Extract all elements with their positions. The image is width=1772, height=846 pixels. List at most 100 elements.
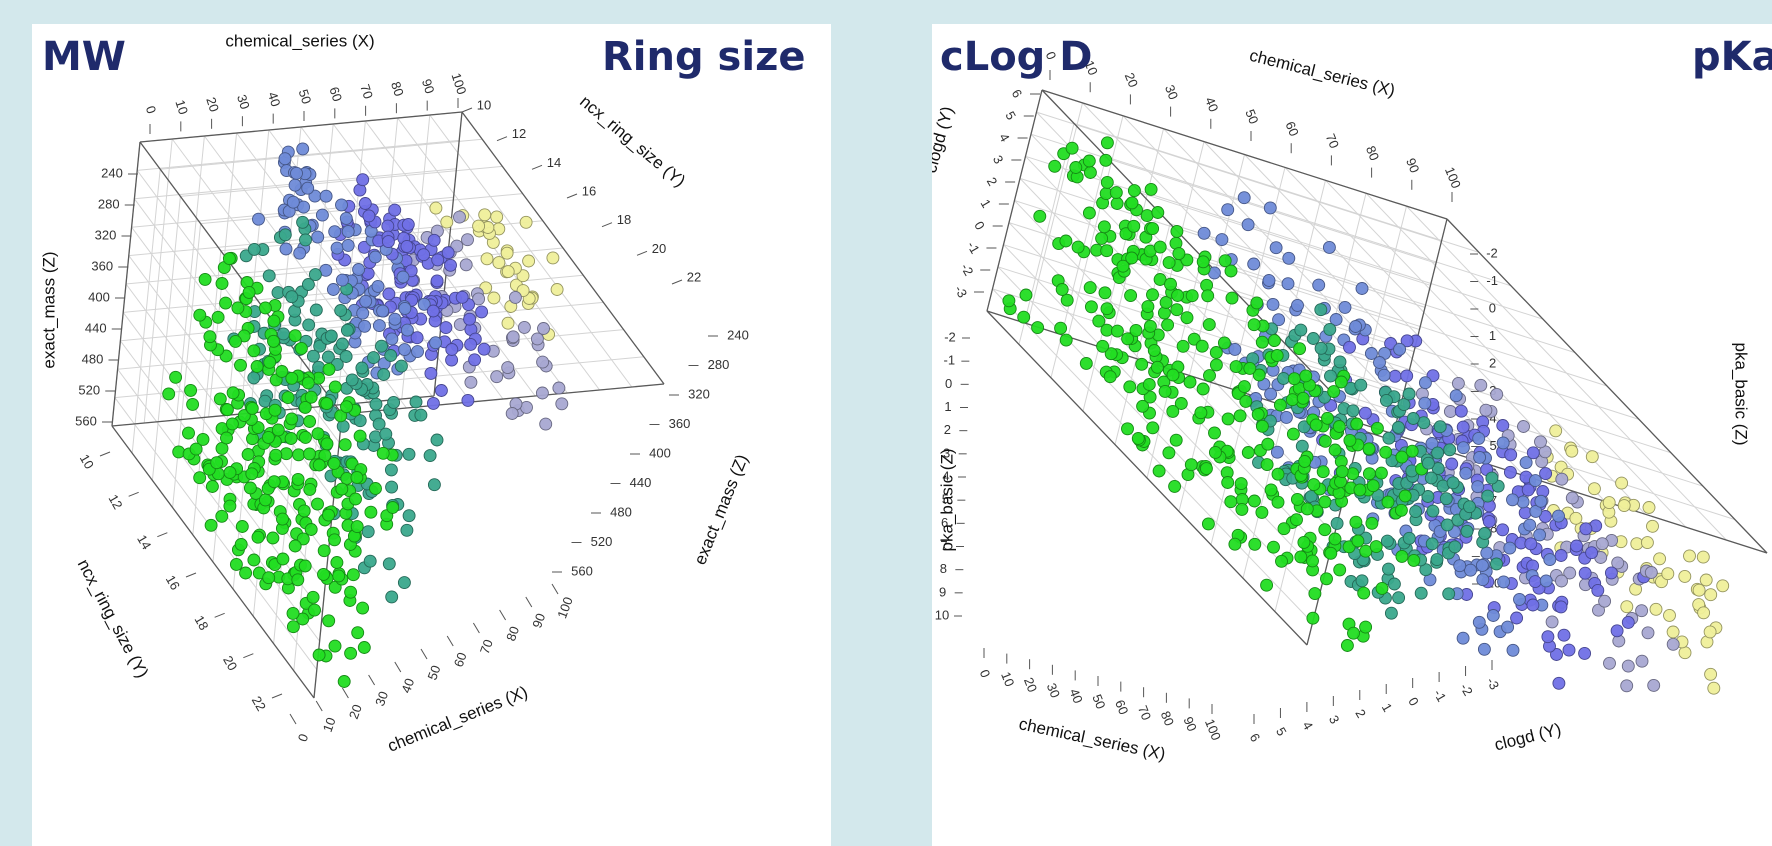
data-point xyxy=(1380,534,1394,548)
data-point xyxy=(424,366,438,380)
data-point xyxy=(1534,494,1548,508)
tick-label-x: 0 xyxy=(977,667,994,679)
data-point xyxy=(1059,234,1073,248)
data-point xyxy=(1562,643,1576,657)
data-point xyxy=(247,344,261,358)
tick-label-y: -2 xyxy=(1457,681,1476,699)
data-point xyxy=(1172,247,1186,261)
grid-line xyxy=(1365,192,1687,528)
data-point xyxy=(358,319,372,333)
tick-label-y: 20 xyxy=(652,241,666,256)
tick-label-x: 70 xyxy=(1135,703,1154,722)
tick-label-y: 0 xyxy=(1405,695,1422,709)
data-point xyxy=(1481,489,1495,503)
data-point xyxy=(1208,445,1222,459)
data-point xyxy=(1716,579,1730,593)
data-point xyxy=(1247,318,1261,332)
grid-line xyxy=(1406,205,1727,541)
data-point xyxy=(234,537,248,551)
grid-line xyxy=(1284,167,1606,502)
data-point xyxy=(552,381,566,395)
tick-label-z: 280 xyxy=(708,357,730,372)
data-point xyxy=(1442,587,1456,601)
data-point xyxy=(1129,323,1143,337)
data-point xyxy=(313,339,327,353)
tick-label-z: 240 xyxy=(101,165,123,180)
data-point xyxy=(298,400,312,414)
data-point xyxy=(1055,283,1069,296)
data-point xyxy=(1174,397,1188,410)
data-point xyxy=(279,242,293,256)
data-point xyxy=(339,211,353,225)
data-point xyxy=(1379,445,1393,459)
data-point xyxy=(385,480,399,494)
grid-line xyxy=(992,288,1313,624)
data-point xyxy=(1142,378,1156,391)
grid-line xyxy=(1014,200,1420,330)
data-point xyxy=(1146,288,1159,302)
data-point xyxy=(1516,495,1530,509)
data-point xyxy=(296,612,310,626)
data-point xyxy=(357,240,371,254)
data-point xyxy=(1513,592,1526,606)
data-point xyxy=(279,447,293,461)
data-point xyxy=(1199,462,1213,476)
data-point xyxy=(1563,566,1577,580)
data-point xyxy=(367,351,380,365)
data-point xyxy=(1406,412,1420,425)
data-point xyxy=(1382,431,1396,445)
data-point xyxy=(339,350,353,363)
data-point xyxy=(1217,336,1231,350)
data-point xyxy=(1528,575,1542,589)
data-point xyxy=(1591,583,1605,597)
data-point xyxy=(1100,302,1114,316)
data-point xyxy=(1354,378,1368,392)
data-point xyxy=(1490,387,1504,401)
data-point xyxy=(1293,342,1307,356)
data-point xyxy=(196,432,210,446)
data-point xyxy=(1343,340,1356,354)
data-point xyxy=(344,646,358,660)
data-point xyxy=(1334,375,1348,389)
data-point xyxy=(1146,222,1160,236)
data-point xyxy=(1526,598,1540,612)
data-point xyxy=(426,304,440,318)
data-point xyxy=(396,270,410,284)
data-point xyxy=(330,556,344,569)
data-point xyxy=(285,290,299,304)
data-point xyxy=(324,329,338,343)
clogd-pka-panel: cLog D pKa 0 10 20 30 40 50 60 70 80 90 100 chemica… xyxy=(932,24,1772,846)
data-point xyxy=(1267,540,1280,554)
tick-label-x: 20 xyxy=(203,95,222,113)
data-point xyxy=(301,376,315,390)
data-point xyxy=(501,265,515,279)
data-point xyxy=(1221,203,1235,217)
data-point xyxy=(501,316,515,330)
data-point xyxy=(1496,523,1510,537)
grid-line xyxy=(261,274,584,306)
data-point xyxy=(1318,495,1332,509)
data-point xyxy=(376,446,390,460)
data-point xyxy=(306,590,320,604)
data-point xyxy=(250,360,264,373)
data-point xyxy=(1184,458,1198,472)
tick-label-x: 10 xyxy=(1082,58,1101,77)
data-point xyxy=(1621,615,1635,629)
data-point xyxy=(251,530,265,544)
data-point xyxy=(1678,569,1692,583)
data-point xyxy=(1237,191,1251,205)
data-point xyxy=(1523,518,1537,532)
grid-line xyxy=(1310,193,1367,415)
tick-label-y: 18 xyxy=(191,613,211,633)
data-point xyxy=(1377,368,1391,382)
tick-label-y: -3 xyxy=(1484,675,1503,693)
data-point xyxy=(1235,502,1249,516)
data-point xyxy=(332,569,346,583)
data-point xyxy=(427,478,441,492)
data-point xyxy=(375,339,388,353)
data-point xyxy=(459,258,473,272)
data-point xyxy=(1402,387,1416,401)
data-point xyxy=(292,448,306,462)
data-point xyxy=(317,544,331,558)
